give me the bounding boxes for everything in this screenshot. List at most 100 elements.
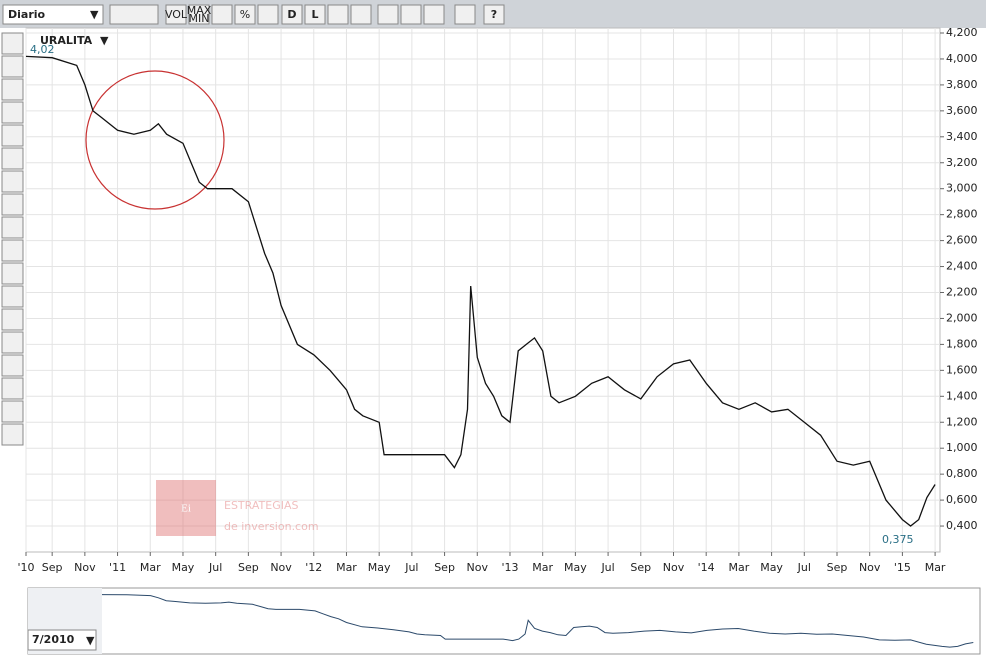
cross2-button[interactable] [350,4,372,25]
zoom-out-button[interactable] [400,4,422,25]
x-tick-label: Sep [827,561,848,574]
y-tick-label: 2,800 [946,208,978,221]
max-label: MAX [187,4,212,17]
tool-button[interactable] [1,239,24,262]
watermark-line1: ESTRATEGIAS [224,499,298,512]
tool-button[interactable] [1,423,24,446]
x-tick-label: Jul [208,561,222,574]
plot-area [25,27,941,553]
x-tick-label: Sep [238,561,259,574]
x-tick-label: '12 [305,561,322,574]
maxmin-button[interactable] [188,4,210,25]
tool-button[interactable] [1,308,24,331]
y-tick-label: 2,200 [946,286,978,299]
x-tick-label: May [564,561,587,574]
grid-button[interactable] [211,4,233,25]
tool-button[interactable] [1,216,24,239]
vol-button[interactable] [165,4,187,25]
tool-button[interactable] [1,354,24,377]
watermark-line2: de inversion.com [224,520,319,533]
x-tick-label: '11 [109,561,126,574]
tool-button[interactable] [1,262,24,285]
y-tick-label: 3,800 [946,78,978,91]
tool-button[interactable] [1,400,24,423]
x-tick-label: Mar [140,561,161,574]
y-tick-label: 1,600 [946,363,978,376]
help-button[interactable] [483,4,505,25]
tool-button[interactable] [1,78,24,101]
x-tick-label: May [172,561,195,574]
x-tick-label: Mar [336,561,357,574]
x-tick-label: Sep [42,561,63,574]
percent-button[interactable] [234,4,256,25]
x-tick-label: May [368,561,391,574]
l-button[interactable] [304,4,326,25]
dropdown-arrow: ▼ [90,8,99,21]
x-tick-label: Sep [434,561,455,574]
y-tick-label: 4,200 [946,26,978,39]
y-tick-label: 3,200 [946,156,978,169]
tool-button[interactable] [1,377,24,400]
tool-button[interactable] [1,32,24,55]
y-tick-label: 0,800 [946,467,978,480]
x-tick-label: Mar [729,561,750,574]
watermark-logo: Ei [181,503,191,515]
print-button[interactable] [454,4,476,25]
x-tick-label: Mar [925,561,946,574]
zoom-fit-button[interactable] [377,4,399,25]
price-line [25,55,936,527]
y-tick-label: 3,000 [946,182,978,195]
x-tick-label: Nov [663,561,685,574]
zoom-in-button[interactable] [423,4,445,25]
period-select[interactable] [2,4,104,25]
y-tick-label: 1,400 [946,389,978,402]
x-tick-label: Nov [270,561,292,574]
d-button[interactable] [281,4,303,25]
vol-label: VOL [165,8,188,21]
x-tick-label: Nov [467,561,489,574]
y-tick-label: 1,800 [946,337,978,350]
x-tick-label: '14 [698,561,715,574]
percent-icon: % [240,8,250,21]
navigator-line [101,594,974,648]
compare-button[interactable] [257,4,279,25]
y-tick-label: 2,000 [946,311,978,324]
chart-type-select[interactable] [109,4,159,25]
tool-button[interactable] [1,101,24,124]
tool-button[interactable] [1,170,24,193]
tool-button[interactable] [1,193,24,216]
x-tick-label: Nov [859,561,881,574]
tool-button[interactable] [1,331,24,354]
navigator-arrow: ▼ [86,634,95,647]
x-tick-label: '15 [894,561,911,574]
x-tick-label: Jul [600,561,614,574]
tool-button[interactable] [1,55,24,78]
min-label: MIN [189,12,210,25]
grid [25,28,940,552]
tool-button[interactable] [1,124,24,147]
y-tick-label: 2,600 [946,234,978,247]
x-tick-label: Mar [532,561,553,574]
navigator-date[interactable] [27,629,97,651]
x-tick-label: Nov [74,561,96,574]
x-tick-label: May [760,561,783,574]
y-tick-label: 0,600 [946,493,978,506]
tool-button[interactable] [1,285,24,308]
chart-title: URALITA [40,34,93,47]
highlight-circle [85,70,225,210]
max-annotation: 4,02 [30,43,55,56]
cross-button[interactable] [327,4,349,25]
drawing-tools [1,32,24,446]
tool-button[interactable] [1,147,24,170]
y-tick-label: 3,400 [946,130,978,143]
x-tick-label: Sep [630,561,651,574]
y-tick-label: 1,000 [946,441,978,454]
navigator-start: 7/2010 [32,633,75,646]
title-arrow[interactable]: ▼ [100,34,109,47]
y-tick-label: 3,600 [946,104,978,117]
watermark: Ei ESTRATEGIAS de inversion.com [156,480,319,536]
y-tick-label: 0,400 [946,519,978,532]
d-label: D [287,8,296,21]
period-label: Diario [8,8,46,21]
